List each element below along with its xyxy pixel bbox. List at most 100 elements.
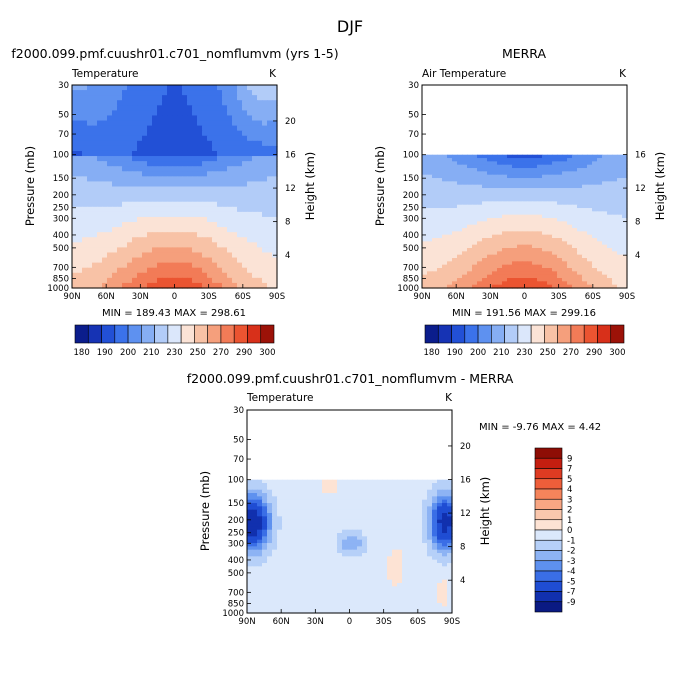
contour-cell bbox=[532, 211, 538, 216]
contour-cell bbox=[572, 251, 578, 256]
contour-cell bbox=[162, 166, 168, 172]
contour-cell bbox=[237, 196, 243, 203]
contour-cell bbox=[582, 284, 588, 289]
contour-cell bbox=[567, 238, 573, 242]
contour-cell bbox=[607, 221, 613, 226]
contour-cell bbox=[167, 100, 173, 106]
contour-cell bbox=[167, 282, 173, 289]
contour-cell bbox=[122, 171, 128, 177]
y-tick-label: 850 bbox=[403, 275, 419, 285]
contour-cell bbox=[342, 493, 348, 497]
contour-cell bbox=[247, 553, 253, 557]
contour-cell bbox=[72, 267, 78, 274]
contour-cell bbox=[242, 181, 248, 188]
contour-cell bbox=[242, 130, 248, 137]
contour-cell bbox=[507, 161, 513, 166]
contour-cell bbox=[212, 252, 218, 259]
contour-cell bbox=[237, 216, 243, 223]
contour-cell bbox=[352, 533, 358, 537]
contour-cell bbox=[297, 593, 303, 597]
contour-cell bbox=[532, 271, 538, 276]
contour-cell bbox=[227, 267, 233, 274]
contour-cell bbox=[412, 599, 418, 604]
contour-cell bbox=[607, 178, 613, 182]
contour-cell bbox=[437, 553, 443, 557]
contour-cell bbox=[157, 267, 163, 274]
y2-tick-label: 4 bbox=[285, 251, 290, 261]
contour-cell bbox=[247, 110, 253, 117]
contour-cell bbox=[102, 277, 108, 284]
x-tick-label: 90N bbox=[63, 292, 80, 302]
contour-cell bbox=[232, 272, 238, 279]
contour-cell bbox=[467, 218, 473, 222]
contour-cell bbox=[422, 506, 428, 511]
contour-cell bbox=[297, 543, 303, 547]
contour-cell bbox=[257, 519, 263, 524]
contour-cell bbox=[442, 261, 448, 266]
contour-cell bbox=[297, 489, 303, 494]
contour-cell bbox=[557, 231, 563, 236]
contour-cell bbox=[92, 156, 98, 162]
contour-cell bbox=[167, 145, 173, 152]
contour-cell bbox=[427, 254, 433, 259]
panel-model-variable: Temperature bbox=[71, 68, 139, 80]
contour-cell bbox=[252, 135, 258, 142]
contour-cell bbox=[377, 496, 383, 501]
contour-cell bbox=[327, 563, 333, 567]
contour-cell bbox=[177, 145, 183, 152]
contour-cell bbox=[467, 171, 473, 176]
contour-cell bbox=[572, 278, 578, 282]
contour-cell bbox=[382, 543, 388, 547]
contour-cell bbox=[457, 238, 463, 242]
contour-cell bbox=[252, 115, 258, 122]
contour-cell bbox=[172, 100, 178, 106]
contour-cell bbox=[442, 559, 448, 564]
contour-cell bbox=[442, 586, 448, 591]
contour-cell bbox=[222, 100, 228, 106]
contour-cell bbox=[82, 277, 88, 284]
contour-cell bbox=[282, 569, 288, 574]
contour-cell bbox=[227, 130, 233, 137]
contour-cell bbox=[72, 191, 78, 198]
contour-cell bbox=[232, 252, 238, 259]
contour-cell bbox=[432, 241, 438, 246]
contour-cell bbox=[477, 158, 483, 162]
contour-cell bbox=[452, 178, 458, 182]
contour-cell bbox=[602, 228, 608, 232]
contour-cell bbox=[142, 257, 148, 264]
contour-cell bbox=[532, 174, 538, 179]
contour-cell bbox=[607, 231, 613, 236]
contour-cell bbox=[567, 154, 573, 159]
contour-cell bbox=[422, 204, 428, 209]
contour-cell bbox=[257, 533, 263, 537]
contour-cell bbox=[292, 593, 298, 597]
contour-cell bbox=[537, 268, 543, 272]
contour-cell bbox=[442, 224, 448, 229]
contour-cell bbox=[437, 171, 443, 176]
contour-cell bbox=[167, 206, 173, 213]
contour-cell bbox=[297, 496, 303, 501]
contour-cell bbox=[417, 519, 423, 524]
contour-cell bbox=[187, 242, 193, 248]
contour-cell bbox=[362, 503, 368, 507]
contour-cell bbox=[507, 258, 513, 262]
contour-cell bbox=[592, 258, 598, 262]
contour-cell bbox=[417, 546, 423, 551]
contour-cell bbox=[117, 201, 123, 208]
contour-cell bbox=[92, 125, 98, 132]
contour-cell bbox=[492, 201, 498, 206]
contour-cell bbox=[417, 496, 423, 501]
contour-cell bbox=[287, 509, 293, 514]
contour-cell bbox=[252, 489, 258, 494]
y-tick-label: 200 bbox=[403, 191, 419, 201]
contour-cell bbox=[547, 264, 553, 269]
contour-cell bbox=[332, 586, 338, 591]
contour-cell bbox=[577, 154, 583, 159]
contour-cell bbox=[427, 563, 433, 567]
contour-cell bbox=[122, 90, 128, 96]
contour-cell bbox=[562, 248, 568, 252]
contour-cell bbox=[257, 267, 263, 274]
contour-cell bbox=[397, 483, 403, 487]
contour-cell bbox=[152, 110, 158, 117]
contour-cell bbox=[512, 154, 518, 159]
